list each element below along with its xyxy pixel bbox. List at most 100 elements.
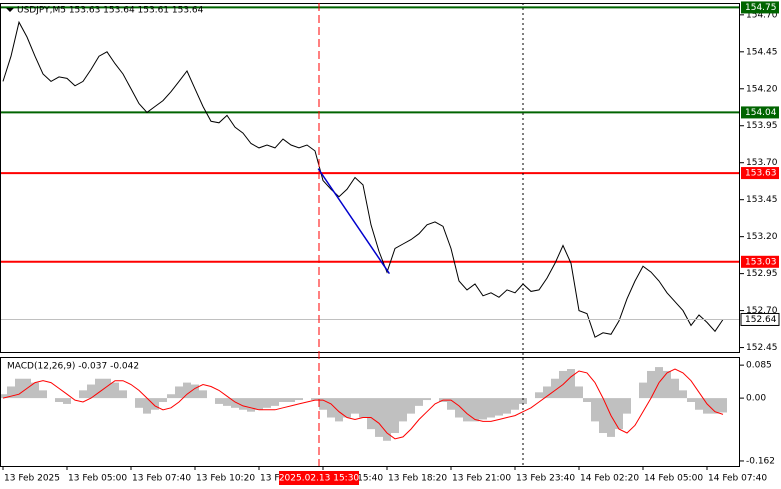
macd-bar bbox=[295, 398, 303, 401]
level-label: 153.63 bbox=[745, 169, 777, 179]
macd-bar bbox=[447, 398, 455, 410]
macd-bar bbox=[271, 398, 279, 406]
macd-bar bbox=[399, 398, 407, 422]
y-tick-label: 0.085 bbox=[746, 361, 772, 371]
macd-bar bbox=[175, 386, 183, 399]
level-label: 154.04 bbox=[745, 108, 777, 118]
macd-bar bbox=[607, 398, 615, 437]
macd-bar bbox=[663, 370, 671, 399]
macd-bar bbox=[263, 398, 271, 408]
macd-bar bbox=[327, 398, 335, 418]
x-tick-label: 14 Feb 02:20 bbox=[580, 474, 639, 484]
x-axis: 13 Feb 2025 13 Feb 05:00 13 Feb 07:40 13 Fe… bbox=[2, 466, 767, 485]
price-panel: 154.70 154.45 154.20 153.95 153.70 153.45 153.… bbox=[1, 1, 780, 353]
x-tick-label: 13 Feb 18:20 bbox=[388, 474, 447, 484]
macd-bar bbox=[687, 398, 695, 402]
macd-bar bbox=[599, 398, 607, 434]
macd-bar bbox=[151, 398, 159, 410]
chart-title: USDJPY,M5 153.63 153.64 153.61 153.64 bbox=[17, 6, 204, 16]
macd-bar bbox=[31, 382, 39, 399]
macd-bar bbox=[183, 382, 191, 399]
current-price-box bbox=[740, 312, 780, 326]
macd-bar bbox=[487, 398, 495, 418]
level-label-box bbox=[741, 255, 779, 268]
y-tick-label: -0.162 bbox=[746, 456, 775, 466]
x-tick-label: 13 Feb 10:20 bbox=[196, 474, 255, 484]
y-tick-label: 153.95 bbox=[746, 121, 778, 131]
macd-panel: 0.085 0.00 -0.162 bbox=[0, 361, 775, 466]
macd-bar bbox=[111, 382, 119, 399]
macd-bar bbox=[503, 398, 511, 414]
y-tick-label: 154.45 bbox=[746, 47, 778, 57]
macd-bar bbox=[695, 398, 703, 410]
current-price-label: 152.64 bbox=[745, 315, 777, 325]
macd-bar bbox=[383, 398, 391, 441]
macd-bar bbox=[231, 398, 239, 408]
macd-bar bbox=[479, 398, 487, 420]
macd-bar bbox=[55, 398, 63, 402]
y-tick-label: 154.20 bbox=[746, 84, 778, 94]
macd-bar bbox=[255, 398, 263, 410]
y-tick-label: 154.70 bbox=[746, 10, 778, 20]
macd-bar bbox=[63, 398, 71, 404]
macd-bar bbox=[495, 398, 503, 416]
price-line bbox=[2, 20, 724, 338]
macd-bar bbox=[719, 398, 727, 413]
macd-title: MACD(12,26,9) -0.037 -0.042 bbox=[7, 362, 139, 372]
y-tick-label: 153.70 bbox=[746, 158, 778, 168]
macd-bar bbox=[455, 398, 463, 418]
macd-bar bbox=[247, 398, 255, 412]
macd-bar bbox=[423, 398, 431, 401]
x-tick-label: 13 Feb 2025 bbox=[4, 474, 60, 484]
level-label-box bbox=[741, 167, 779, 180]
y-tick-label: 152.45 bbox=[746, 343, 778, 353]
macd-bar bbox=[143, 398, 151, 414]
level-label-box bbox=[741, 106, 779, 119]
macd-bar bbox=[191, 384, 199, 399]
macd-bar bbox=[359, 398, 367, 418]
menu-icon bbox=[6, 8, 14, 12]
macd-bar bbox=[351, 398, 359, 414]
x-tick-label: 13 Feb 23:40 bbox=[516, 474, 575, 484]
macd-bar bbox=[647, 370, 655, 399]
macd-bar bbox=[543, 386, 551, 399]
macd-bar bbox=[679, 390, 687, 399]
macd-bar bbox=[535, 392, 543, 399]
macd-bar bbox=[519, 398, 527, 404]
macd-bar bbox=[511, 398, 519, 410]
macd-bar bbox=[471, 398, 479, 422]
macd-bar bbox=[335, 398, 343, 422]
y-tick-label: 152.70 bbox=[746, 306, 778, 316]
macd-bar bbox=[575, 386, 583, 399]
macd-bar bbox=[223, 398, 231, 406]
price-frame bbox=[0, 3, 740, 353]
x-tick-label: 13 Feb 21:00 bbox=[452, 474, 511, 484]
macd-bar bbox=[0, 394, 7, 399]
macd-bar bbox=[135, 398, 143, 408]
macd-bar bbox=[583, 398, 591, 402]
macd-bar bbox=[319, 398, 327, 410]
x-tick-label: 13 Feb 07:40 bbox=[132, 474, 191, 484]
macd-bar bbox=[623, 398, 631, 414]
macd-bar bbox=[671, 378, 679, 399]
macd-bar bbox=[463, 398, 471, 422]
level-label: 153.03 bbox=[745, 257, 777, 267]
macd-bar bbox=[239, 398, 247, 410]
signal-line bbox=[2, 368, 724, 440]
level-label-box bbox=[741, 1, 779, 14]
trend-line bbox=[317, 168, 391, 275]
macd-bar bbox=[7, 386, 15, 399]
x-tick-label: 13 Feb 05:00 bbox=[68, 474, 127, 484]
level-label: 154.75 bbox=[745, 3, 777, 13]
macd-bar bbox=[407, 398, 415, 414]
macd-bar bbox=[79, 390, 87, 399]
macd-bar bbox=[615, 398, 623, 430]
y-tick-label: 153.20 bbox=[746, 232, 778, 242]
time-label: 2025.02.13 15:30 bbox=[279, 474, 360, 484]
macd-bar bbox=[95, 378, 103, 399]
macd-bar bbox=[639, 382, 647, 399]
macd-bar bbox=[167, 394, 175, 399]
macd-bar bbox=[279, 398, 287, 402]
macd-bar bbox=[119, 390, 127, 399]
macd-bar bbox=[87, 384, 95, 399]
